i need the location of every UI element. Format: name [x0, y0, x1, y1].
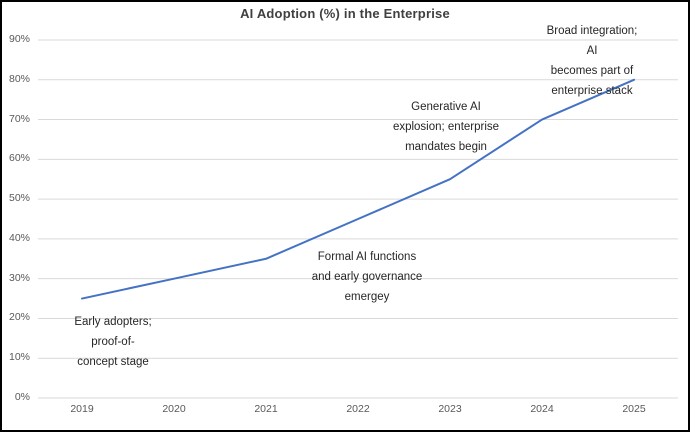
- x-tick-label: 2020: [162, 403, 186, 415]
- y-tick-label: 70%: [8, 112, 30, 125]
- y-tick-label: 80%: [8, 72, 30, 85]
- y-tick-label: 20%: [8, 311, 30, 324]
- y-tick-label: 40%: [8, 231, 30, 244]
- adoption-line: [81, 78, 635, 300]
- y-tick-label: 60%: [8, 152, 30, 165]
- annotation-broad-integration: Broad integration; AI becomes part of en…: [546, 25, 638, 97]
- x-tick-label: 2019: [70, 403, 94, 415]
- y-tick-label: 50%: [8, 192, 30, 205]
- annotation-early-adopters: Early adopters; proof-of- concept stage: [74, 316, 152, 368]
- y-tick-label: 90%: [8, 33, 30, 45]
- x-tick-label: 2022: [346, 403, 370, 415]
- chart-title: AI Adoption (%) in the Enterprise: [240, 6, 450, 21]
- x-tick-label: 2025: [622, 403, 646, 415]
- x-tick-label: 2023: [438, 403, 462, 415]
- y-tick-label: 30%: [8, 271, 30, 284]
- annotation-generative-ai-explosion: Generative AI explosion; enterprise mand…: [392, 101, 500, 153]
- x-tick-label: 2021: [254, 403, 278, 415]
- x-tick-label: 2024: [530, 403, 554, 415]
- y-tick-label: 10%: [8, 351, 30, 364]
- annotation-formal-ai-functions: Formal AI functions and early governance…: [311, 251, 423, 303]
- y-tick-label: 0%: [14, 391, 30, 403]
